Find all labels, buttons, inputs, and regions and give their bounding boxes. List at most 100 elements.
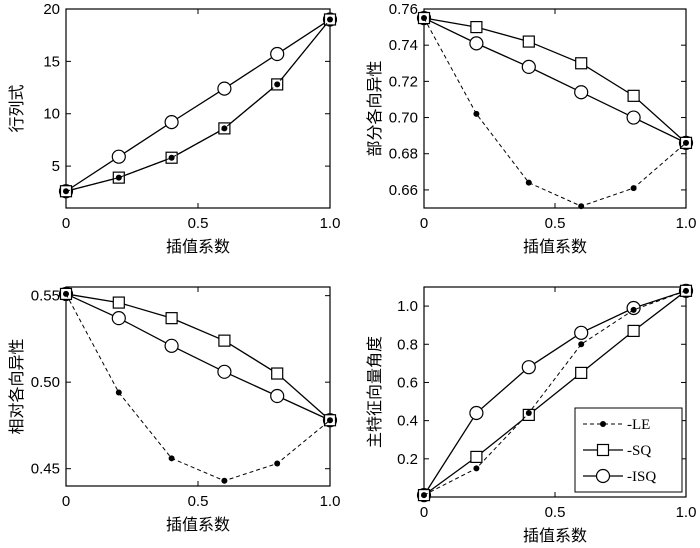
data-point-le: [525, 410, 532, 416]
series-line-le: [65, 293, 331, 482]
x-tick-label: 0.5: [188, 215, 209, 232]
data-point-sq: [627, 89, 640, 102]
y-tick-label: 0.2: [397, 451, 418, 468]
data-point-le: [63, 290, 69, 297]
x-tick-label: 0.5: [188, 493, 209, 510]
x-axis-label: 插值系数: [523, 237, 587, 256]
data-point-isq: [469, 36, 484, 51]
series-line-isq: [65, 18, 331, 192]
data-point-isq: [164, 115, 179, 130]
data-point-sq: [470, 450, 483, 464]
y-tick-label: 0.55: [31, 288, 60, 305]
subplot-1: 0 0.5 1.0 5 10 15 20 插值系数 行列式: [7, 1, 340, 256]
y-tick-label: 0.72: [389, 73, 418, 90]
data-point-le: [115, 389, 122, 396]
subplot-3: 0 0.5 1.0 0.45 0.50 0.55 插值系数 相对各向异性: [7, 286, 341, 534]
legend-label-isq: -ISQ: [627, 469, 656, 485]
data-point-le: [683, 287, 689, 294]
data-point-isq: [111, 149, 126, 164]
x-tick-label: 0: [420, 504, 428, 521]
y-axis-label: 主特征向量角度: [365, 336, 384, 448]
data-point-le: [421, 15, 427, 22]
data-point-le: [221, 477, 228, 484]
y-tick-label: 0.8: [397, 336, 418, 353]
y-tick-label: 0.6: [397, 374, 418, 391]
data-point-sq: [627, 324, 640, 338]
x-tick-label: 1.0: [676, 215, 697, 232]
plot-frame: [65, 8, 331, 209]
series-line-sq: [423, 290, 687, 496]
y-tick-label: 0.66: [389, 182, 418, 199]
y-tick-label: 0.68: [389, 146, 418, 163]
legend-marker-sq: [596, 443, 610, 457]
data-point-le: [683, 139, 689, 146]
data-point-isq: [521, 360, 536, 375]
series-line-isq: [423, 290, 687, 496]
data-point-le: [473, 465, 480, 472]
data-point-le: [525, 179, 532, 186]
subplot-2: 0 0.5 1.0 0.66 0.68 0.70 0.72 0.74 0.76 插值系数 部分各向异…: [365, 1, 696, 256]
data-point-sq: [522, 35, 535, 48]
data-point-sq: [575, 57, 588, 70]
x-tick-label: 1.0: [320, 215, 341, 232]
x-tick-label: 1.0: [676, 504, 697, 521]
legend-marker-le: [600, 421, 606, 427]
legend-label-sq: -SQ: [627, 443, 651, 459]
data-point-le: [168, 154, 175, 161]
plot-frame: [65, 286, 331, 487]
series-line-le: [423, 290, 687, 496]
data-point-le: [578, 341, 585, 348]
data-point-le: [274, 81, 281, 88]
data-point-le: [168, 455, 175, 462]
data-point-le: [221, 125, 228, 132]
x-tick-label: 0.5: [545, 215, 566, 232]
y-tick-label: 0.4: [397, 413, 418, 430]
legend-label-le: -LE: [627, 417, 650, 433]
series-line-isq: [423, 17, 687, 144]
data-point-isq: [574, 85, 589, 100]
data-point-isq: [164, 338, 179, 353]
data-point-isq: [217, 81, 232, 96]
data-point-le: [327, 16, 333, 23]
x-tick-label: 1.0: [320, 493, 341, 510]
y-tick-label: 15: [43, 53, 60, 70]
x-axis-label: 插值系数: [523, 526, 587, 545]
y-tick-label: 0.76: [389, 1, 418, 18]
plot-frame: [423, 8, 687, 209]
legend-marker-isq: [595, 468, 611, 484]
series-line-sq: [423, 17, 687, 144]
data-point-le: [274, 460, 281, 467]
y-tick-label: 0.74: [389, 37, 418, 54]
y-tick-label: 0.45: [31, 461, 60, 478]
y-tick-label: 10: [43, 106, 60, 123]
y-tick-label: 1.0: [397, 298, 418, 315]
data-point-isq: [574, 325, 589, 340]
data-point-le: [327, 417, 333, 424]
x-tick-label: 0: [62, 215, 70, 232]
data-point-sq: [575, 366, 588, 380]
series-line-sq: [65, 293, 331, 421]
y-tick-label: 20: [43, 1, 60, 18]
data-point-isq: [217, 364, 232, 379]
data-point-isq: [521, 59, 536, 74]
y-tick-label: 0.70: [389, 110, 418, 127]
data-point-isq: [270, 46, 285, 62]
data-point-le: [115, 174, 122, 181]
data-point-isq: [469, 405, 484, 421]
data-point-sq: [112, 296, 125, 309]
series-line-le: [423, 17, 687, 207]
y-tick-label: 0.50: [31, 374, 60, 391]
data-point-le: [630, 306, 637, 313]
x-tick-label: 0: [420, 215, 428, 232]
y-axis-label: 行列式: [7, 84, 26, 132]
x-tick-label: 0: [62, 493, 70, 510]
data-point-le: [630, 185, 637, 192]
y-axis-label: 相对各向异性: [7, 338, 26, 434]
x-axis-label: 插值系数: [166, 515, 230, 534]
data-point-sq: [470, 20, 483, 34]
data-point-le: [578, 203, 585, 210]
data-point-isq: [626, 110, 641, 125]
data-point-sq: [165, 312, 178, 325]
